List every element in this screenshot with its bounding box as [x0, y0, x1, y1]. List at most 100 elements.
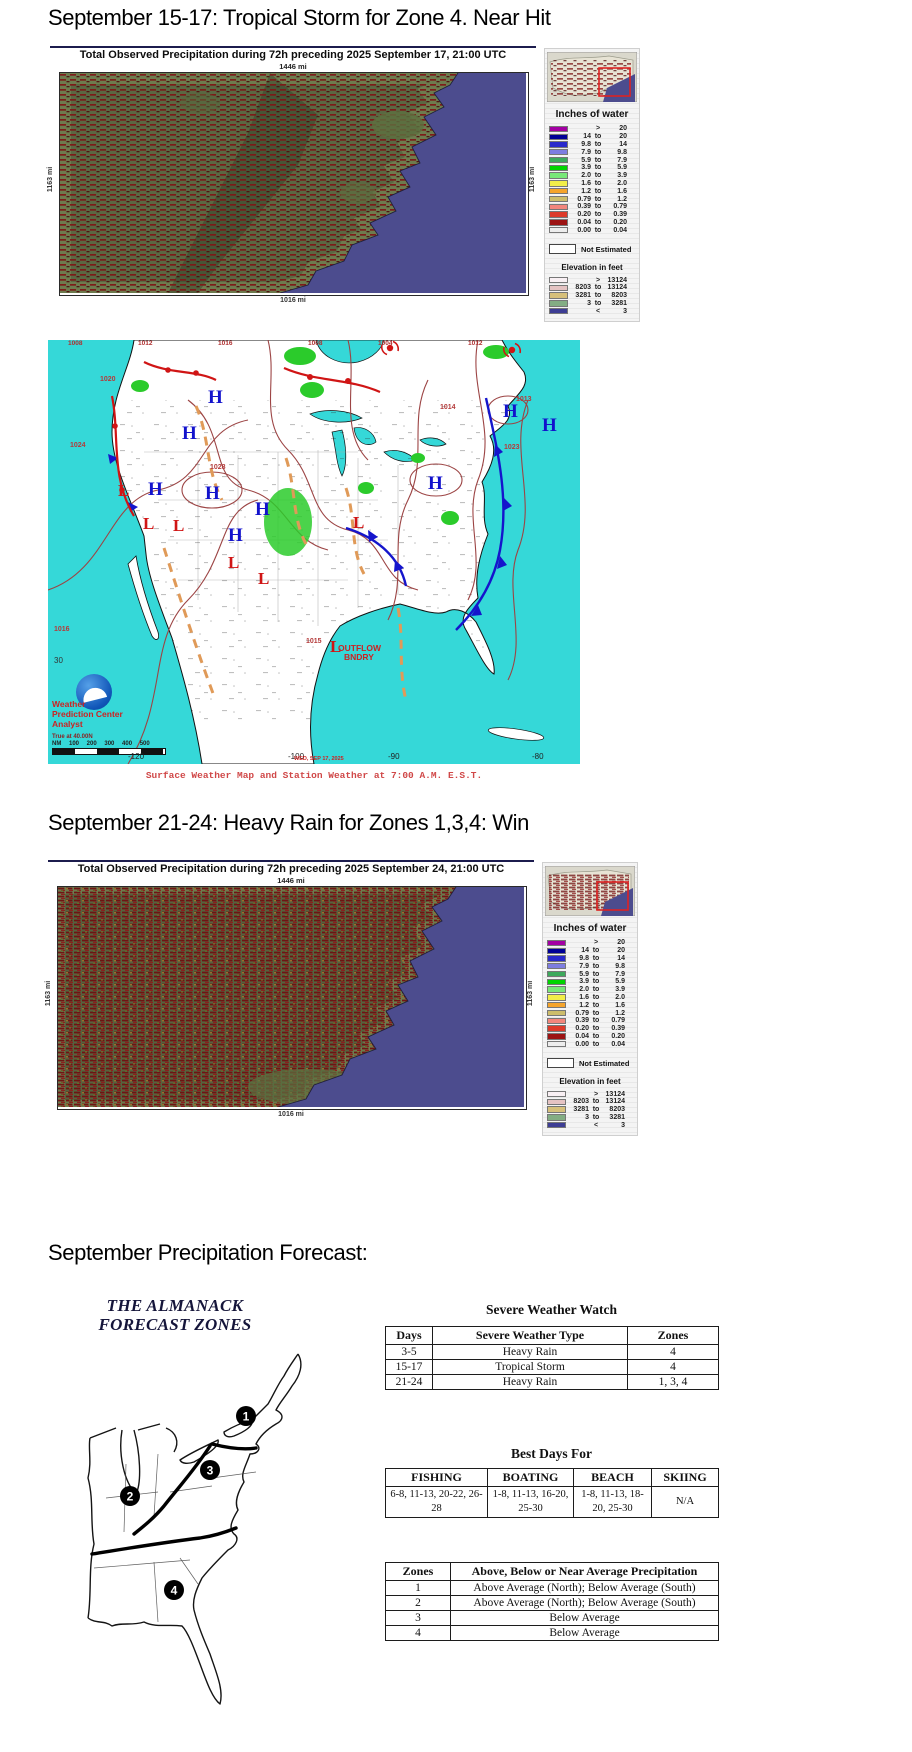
latitude-label: 30	[54, 656, 63, 665]
surface-map-caption: Surface Weather Map and Station Weather …	[145, 770, 483, 781]
elevation-swatch	[547, 1098, 566, 1106]
tropical-storm-icon	[502, 342, 522, 358]
legend-row: 5.9 to 7.9	[546, 156, 638, 164]
legend-row: 1.6 to 2.0	[544, 994, 636, 1002]
noaa-logo	[76, 674, 112, 710]
us-inset-map	[547, 52, 637, 102]
longitude-label: -80	[532, 752, 544, 761]
legend-swatch	[547, 947, 566, 954]
surface-weather-map: H H H H H H H H H L L L L L L L 1016 102…	[48, 340, 580, 764]
legend-row: 5.9 to 7.9	[544, 970, 636, 978]
not-estimated-row: Not Estimated	[544, 1058, 636, 1069]
inset-region-box	[596, 881, 629, 911]
table-row: 21-24 Heavy Rain 1, 3, 4	[385, 1374, 719, 1390]
scale-bottom-label: 1016 mi	[280, 297, 306, 304]
legend-swatch	[549, 219, 568, 226]
elevation-row: 3281 to 8203	[544, 1106, 636, 1114]
longitude-label: -90	[388, 752, 400, 761]
elevation-swatch	[549, 276, 568, 284]
legend-row: >20	[546, 125, 638, 133]
isobar-label: 1023	[504, 444, 520, 451]
legend-swatch	[549, 180, 568, 187]
forecast-zones-title-line1: THE ALMANACK	[106, 1296, 244, 1315]
elevation-row: 3 to 3281	[544, 1114, 636, 1122]
legend-swatch	[547, 955, 566, 962]
legend-row: 0.79 to 1.2	[546, 195, 638, 203]
legend-row: 0.39 to 0.79	[546, 203, 638, 211]
high-pressure-symbol: H	[428, 473, 443, 494]
low-pressure-symbol: L	[143, 514, 155, 533]
isobar-label: 1024	[70, 442, 86, 449]
precip-legend-panel: Inches of water >20 14 to 20 9.8 to 14 7.9 to…	[542, 862, 638, 1137]
legend-row: 7.9 to 9.8	[544, 962, 636, 970]
high-pressure-symbol: H	[542, 415, 557, 436]
legend-swatch	[547, 1025, 566, 1032]
low-pressure-symbol: L	[228, 553, 240, 572]
scale-left-label: 1163 mi	[47, 166, 55, 193]
top-pressure-label: 1012	[138, 340, 153, 347]
legend-swatch	[549, 149, 568, 156]
high-pressure-symbol: H	[503, 401, 518, 422]
isobar-label: 1028	[210, 464, 226, 471]
legend-swatch	[549, 141, 568, 148]
elevation-swatch	[549, 284, 568, 292]
precip-map-image	[59, 72, 529, 296]
table-row: 3-5 Heavy Rain 4	[385, 1344, 719, 1360]
precip-map-sep24-title: Total Observed Precipitation during 72h …	[77, 863, 505, 875]
not-estimated-row: Not Estimated	[546, 244, 638, 255]
elevation-row: <3	[546, 307, 638, 315]
isobar-label: 1016	[54, 626, 70, 633]
legend-swatch	[547, 1009, 566, 1017]
outflow-boundary-label: OUTFLOW	[338, 643, 381, 653]
legend-swatch	[549, 227, 568, 234]
surface-map-graphic	[48, 340, 580, 764]
top-pressure-label: 1016	[218, 340, 233, 347]
precip-map-sep24: Total Observed Precipitation during 72h …	[45, 860, 640, 1172]
table-row: 1 Above Average (North); Below Average (…	[385, 1580, 719, 1596]
legend-swatch	[547, 986, 566, 993]
scale-top-label: 1446 mi	[279, 62, 307, 71]
zone-1-marker: 1	[243, 1410, 250, 1424]
elevation-legend-title: Elevation in feet	[559, 1077, 621, 1087]
high-pressure-symbol: H	[148, 479, 163, 500]
high-pressure-symbol: H	[182, 423, 197, 444]
isobar-label: 1015	[306, 638, 322, 645]
inset-region-box	[598, 67, 631, 97]
high-pressure-symbol: H	[205, 483, 220, 504]
table-row: 4 Below Average	[385, 1625, 719, 1641]
precip-map-sep17-title: Total Observed Precipitation during 72h …	[79, 49, 507, 61]
agency-label: Prediction Center	[52, 709, 123, 719]
precip-map-graphic	[60, 72, 526, 294]
top-pressure-label: 1004	[378, 340, 393, 347]
legend-row: 2.0 to 3.9	[544, 986, 636, 994]
legend-swatch	[547, 963, 566, 970]
legend-row: 3.9 to 5.9	[544, 978, 636, 986]
legend-row: 0.20 to 0.39	[544, 1025, 636, 1033]
legend-swatch	[547, 994, 566, 1001]
table-row: 15-17 Tropical Storm 4	[385, 1359, 719, 1375]
heading-sep-21-24: September 21-24: Heavy Rain for Zones 1,…	[48, 810, 529, 835]
legend-swatch	[547, 1017, 566, 1025]
severe-weather-watch-title: Severe Weather Watch	[486, 1302, 617, 1317]
best-days-title: Best Days For	[511, 1446, 592, 1461]
zones-precipitation-table: Zones Above, Below or Near Average Preci…	[385, 1562, 719, 1641]
legend-row: 14 to 20	[544, 947, 636, 955]
low-pressure-symbol: L	[258, 569, 270, 588]
distance-scale-bar	[52, 748, 166, 755]
zone-4-marker: 4	[171, 1584, 178, 1598]
elevation-swatch	[547, 1114, 566, 1121]
zone-2-marker: 2	[127, 1490, 134, 1504]
scale-bottom-label: 1016 mi	[278, 1111, 304, 1118]
best-days-table: FISHING BOATING BEACH SKIING 6-8, 11-13,…	[385, 1468, 719, 1519]
legend-swatch	[549, 188, 568, 195]
elevation-legend-title: Elevation in feet	[561, 263, 623, 273]
elevation-row: 3281 to 8203	[546, 292, 638, 300]
legend-row: 0.04 to 0.20	[546, 219, 638, 227]
heading-precip-forecast: September Precipitation Forecast:	[48, 1240, 368, 1265]
precip-map-sep17: Total Observed Precipitation during 72h …	[47, 46, 642, 358]
legend-swatch	[547, 978, 566, 986]
elevation-row: 3 to 3281	[546, 300, 638, 308]
not-estimated-swatch	[549, 244, 576, 255]
legend-row: 0.79 to 1.2	[544, 1009, 636, 1017]
legend-swatch	[549, 125, 568, 133]
